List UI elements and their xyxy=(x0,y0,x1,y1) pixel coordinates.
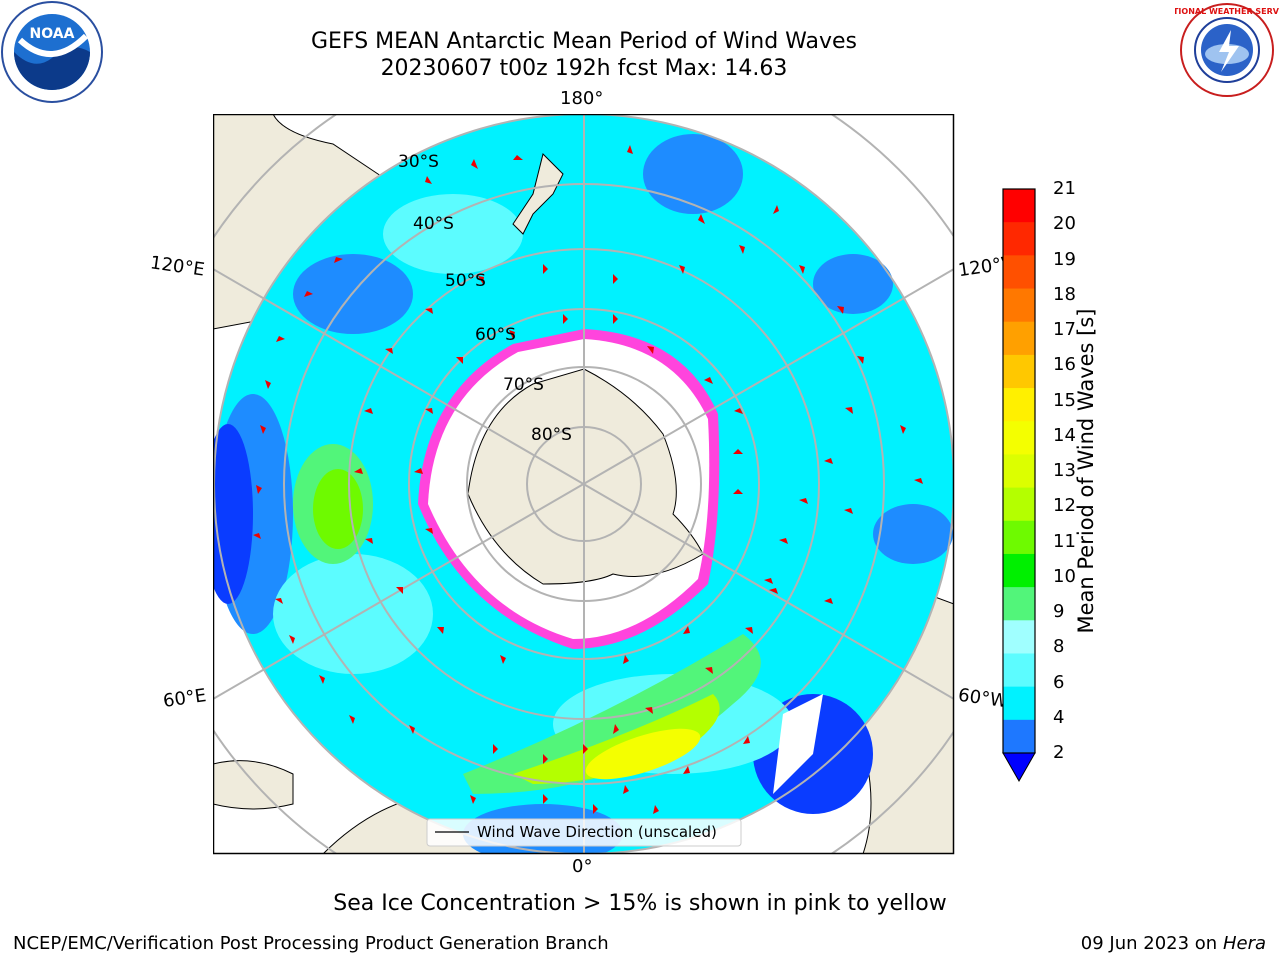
colorbar-strip xyxy=(1003,454,1035,489)
colorbar-strip xyxy=(1003,520,1035,555)
colorbar xyxy=(1002,188,1036,783)
wave-period-field xyxy=(213,134,953,854)
nws-logo-text: NATIONAL WEATHER SERVICE xyxy=(1175,7,1279,16)
nws-logo: NATIONAL WEATHER SERVICE xyxy=(1175,3,1279,97)
chart-title-line1: GEFS MEAN Antarctic Mean Period of Wind … xyxy=(311,29,857,54)
colorbar-strip xyxy=(1003,189,1035,223)
colorbar-extend-arrow xyxy=(1002,752,1036,783)
colorbar-strip xyxy=(1003,587,1035,621)
lat-label-50: 50°S xyxy=(445,271,486,291)
colorbar-tick-label: 13 xyxy=(1053,460,1076,481)
legend-box xyxy=(426,818,742,847)
colorbar-tick-label: 19 xyxy=(1053,248,1076,270)
colorbar-tick-label: 10 xyxy=(1053,565,1076,587)
footer-left: NCEP/EMC/Verification Post Processing Pr… xyxy=(13,933,609,954)
colorbar-tick-label: 9 xyxy=(1053,601,1065,622)
footer-date: 09 Jun 2023 on xyxy=(1080,933,1218,954)
colorbar-tick-label: 12 xyxy=(1053,495,1076,517)
colorbar-tick-label: 16 xyxy=(1053,354,1076,376)
new-zealand xyxy=(512,153,564,235)
colorbar-tick-label: 8 xyxy=(1053,636,1065,658)
colorbar-strip xyxy=(1003,686,1035,721)
colorbar-tick-label: 17 xyxy=(1053,319,1076,340)
colorbar-strip xyxy=(1003,620,1035,654)
colorbar-strip xyxy=(1003,553,1035,588)
colorbar-tick-label: 4 xyxy=(1053,706,1065,728)
colorbar-tick-label: 21 xyxy=(1053,178,1076,199)
lat-label-30: 30°S xyxy=(398,152,439,172)
colorbar-strip xyxy=(1003,653,1035,688)
lon-label-top: 180° xyxy=(560,88,604,109)
colorbar-tick-label: 11 xyxy=(1053,530,1076,552)
colorbar-label: Mean Period of Wind Waves [s] xyxy=(1074,308,1098,634)
colorbar-tick-label: 15 xyxy=(1053,389,1076,411)
noaa-logo: NOAA xyxy=(1,1,103,103)
colorbar-strip xyxy=(1003,321,1035,356)
colorbar-strip xyxy=(1003,487,1035,522)
lat-label-70: 70°S xyxy=(503,375,544,395)
colorbar-strip xyxy=(1003,421,1035,455)
footer-host: Hera xyxy=(1222,933,1266,954)
noaa-logo-text: NOAA xyxy=(30,26,75,42)
colorbar-tick-label: 18 xyxy=(1053,283,1076,305)
lon-label-bottom: 0° xyxy=(572,856,593,877)
colorbar-tick-label: 20 xyxy=(1053,213,1076,235)
colorbar-strip xyxy=(1003,719,1035,754)
colorbar-strip xyxy=(1003,388,1035,422)
chart-title-line2: 20230607 t00z 192h fcst Max: 14.63 xyxy=(380,56,788,81)
legend-label: Wind Wave Direction (unscaled) xyxy=(477,823,717,841)
map-frame xyxy=(213,114,955,855)
colorbar-tick-label: 14 xyxy=(1053,424,1076,446)
colorbar-tick-label: 2 xyxy=(1053,742,1065,763)
lat-label-80: 80°S xyxy=(531,425,572,445)
colorbar-tick-label: 6 xyxy=(1053,671,1065,693)
colorbar-frame xyxy=(1002,188,1036,754)
lat-label-40: 40°S xyxy=(413,214,454,234)
polar-map: 30°S 40°S 50°S 60°S 70°S 80°S Wind Wave … xyxy=(213,114,955,855)
wave-direction-arrows xyxy=(253,145,923,814)
lat-label-60: 60°S xyxy=(475,325,516,345)
colorbar-strip xyxy=(1003,354,1035,389)
lon-label-left-lower: 60°E xyxy=(161,685,208,712)
colorbar-strip xyxy=(1003,222,1035,256)
colorbar-strip xyxy=(1003,255,1035,290)
caption: Sea Ice Concentration > 15% is shown in … xyxy=(333,891,947,916)
lon-label-left-upper: 120°E xyxy=(148,252,206,281)
colorbar-strip xyxy=(1003,288,1035,323)
footer-right: 09 Jun 2023 on Hera xyxy=(1081,933,1266,954)
